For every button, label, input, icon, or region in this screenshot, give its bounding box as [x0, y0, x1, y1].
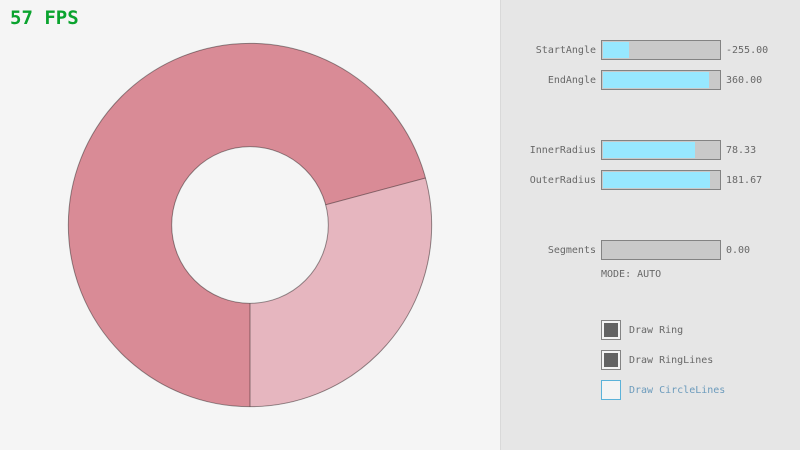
draw-ringlines-label: Draw RingLines: [629, 355, 714, 366]
ring-chart: [67, 42, 433, 408]
draw-ring-checkbox[interactable]: [601, 320, 621, 340]
innerradius-label: InnerRadius: [529, 145, 596, 156]
controls-panel: StartAngle -255.00 EndAngle 360.00 Inner…: [500, 0, 800, 450]
segments-slider[interactable]: [601, 240, 721, 260]
slider-fill: [603, 142, 696, 158]
draw-circlelines-checkbox-row: Draw CircleLines: [601, 380, 800, 400]
fps-counter: 57 FPS: [10, 7, 79, 29]
mode-label: MODE: AUTO: [601, 269, 662, 280]
checkmark: [604, 353, 618, 367]
innerradius-slider[interactable]: [601, 140, 721, 160]
checkmark: [604, 323, 618, 337]
startangle-label: StartAngle: [535, 45, 596, 56]
outerradius-label: OuterRadius: [529, 175, 596, 186]
startangle-value: -255.00: [726, 45, 769, 56]
innerradius-value: 78.33: [726, 145, 757, 156]
endangle-label: EndAngle: [547, 75, 596, 86]
endangle-slider-row: EndAngle 360.00: [501, 70, 800, 90]
outerradius-slider-row: OuterRadius 181.67: [501, 170, 800, 190]
draw-ring-checkbox-row: Draw Ring: [601, 320, 800, 340]
draw-circlelines-checkbox[interactable]: [601, 380, 621, 400]
innerradius-slider-row: InnerRadius 78.33: [501, 140, 800, 160]
segments-value: 0.00: [726, 245, 751, 256]
endangle-value: 360.00: [726, 75, 763, 86]
outerradius-value: 181.67: [726, 175, 763, 186]
startangle-slider[interactable]: [601, 40, 721, 60]
outerradius-slider[interactable]: [601, 170, 721, 190]
draw-circlelines-label: Draw CircleLines: [629, 385, 726, 396]
draw-ring-label: Draw Ring: [629, 325, 684, 336]
segments-slider-row: Segments 0.00: [501, 240, 800, 260]
segments-label: Segments: [547, 245, 596, 256]
slider-fill: [603, 42, 629, 58]
startangle-slider-row: StartAngle -255.00: [501, 40, 800, 60]
draw-ringlines-checkbox-row: Draw RingLines: [601, 350, 800, 370]
draw-ringlines-checkbox[interactable]: [601, 350, 621, 370]
endangle-slider[interactable]: [601, 70, 721, 90]
slider-fill: [603, 172, 711, 188]
slider-fill: [603, 72, 710, 88]
